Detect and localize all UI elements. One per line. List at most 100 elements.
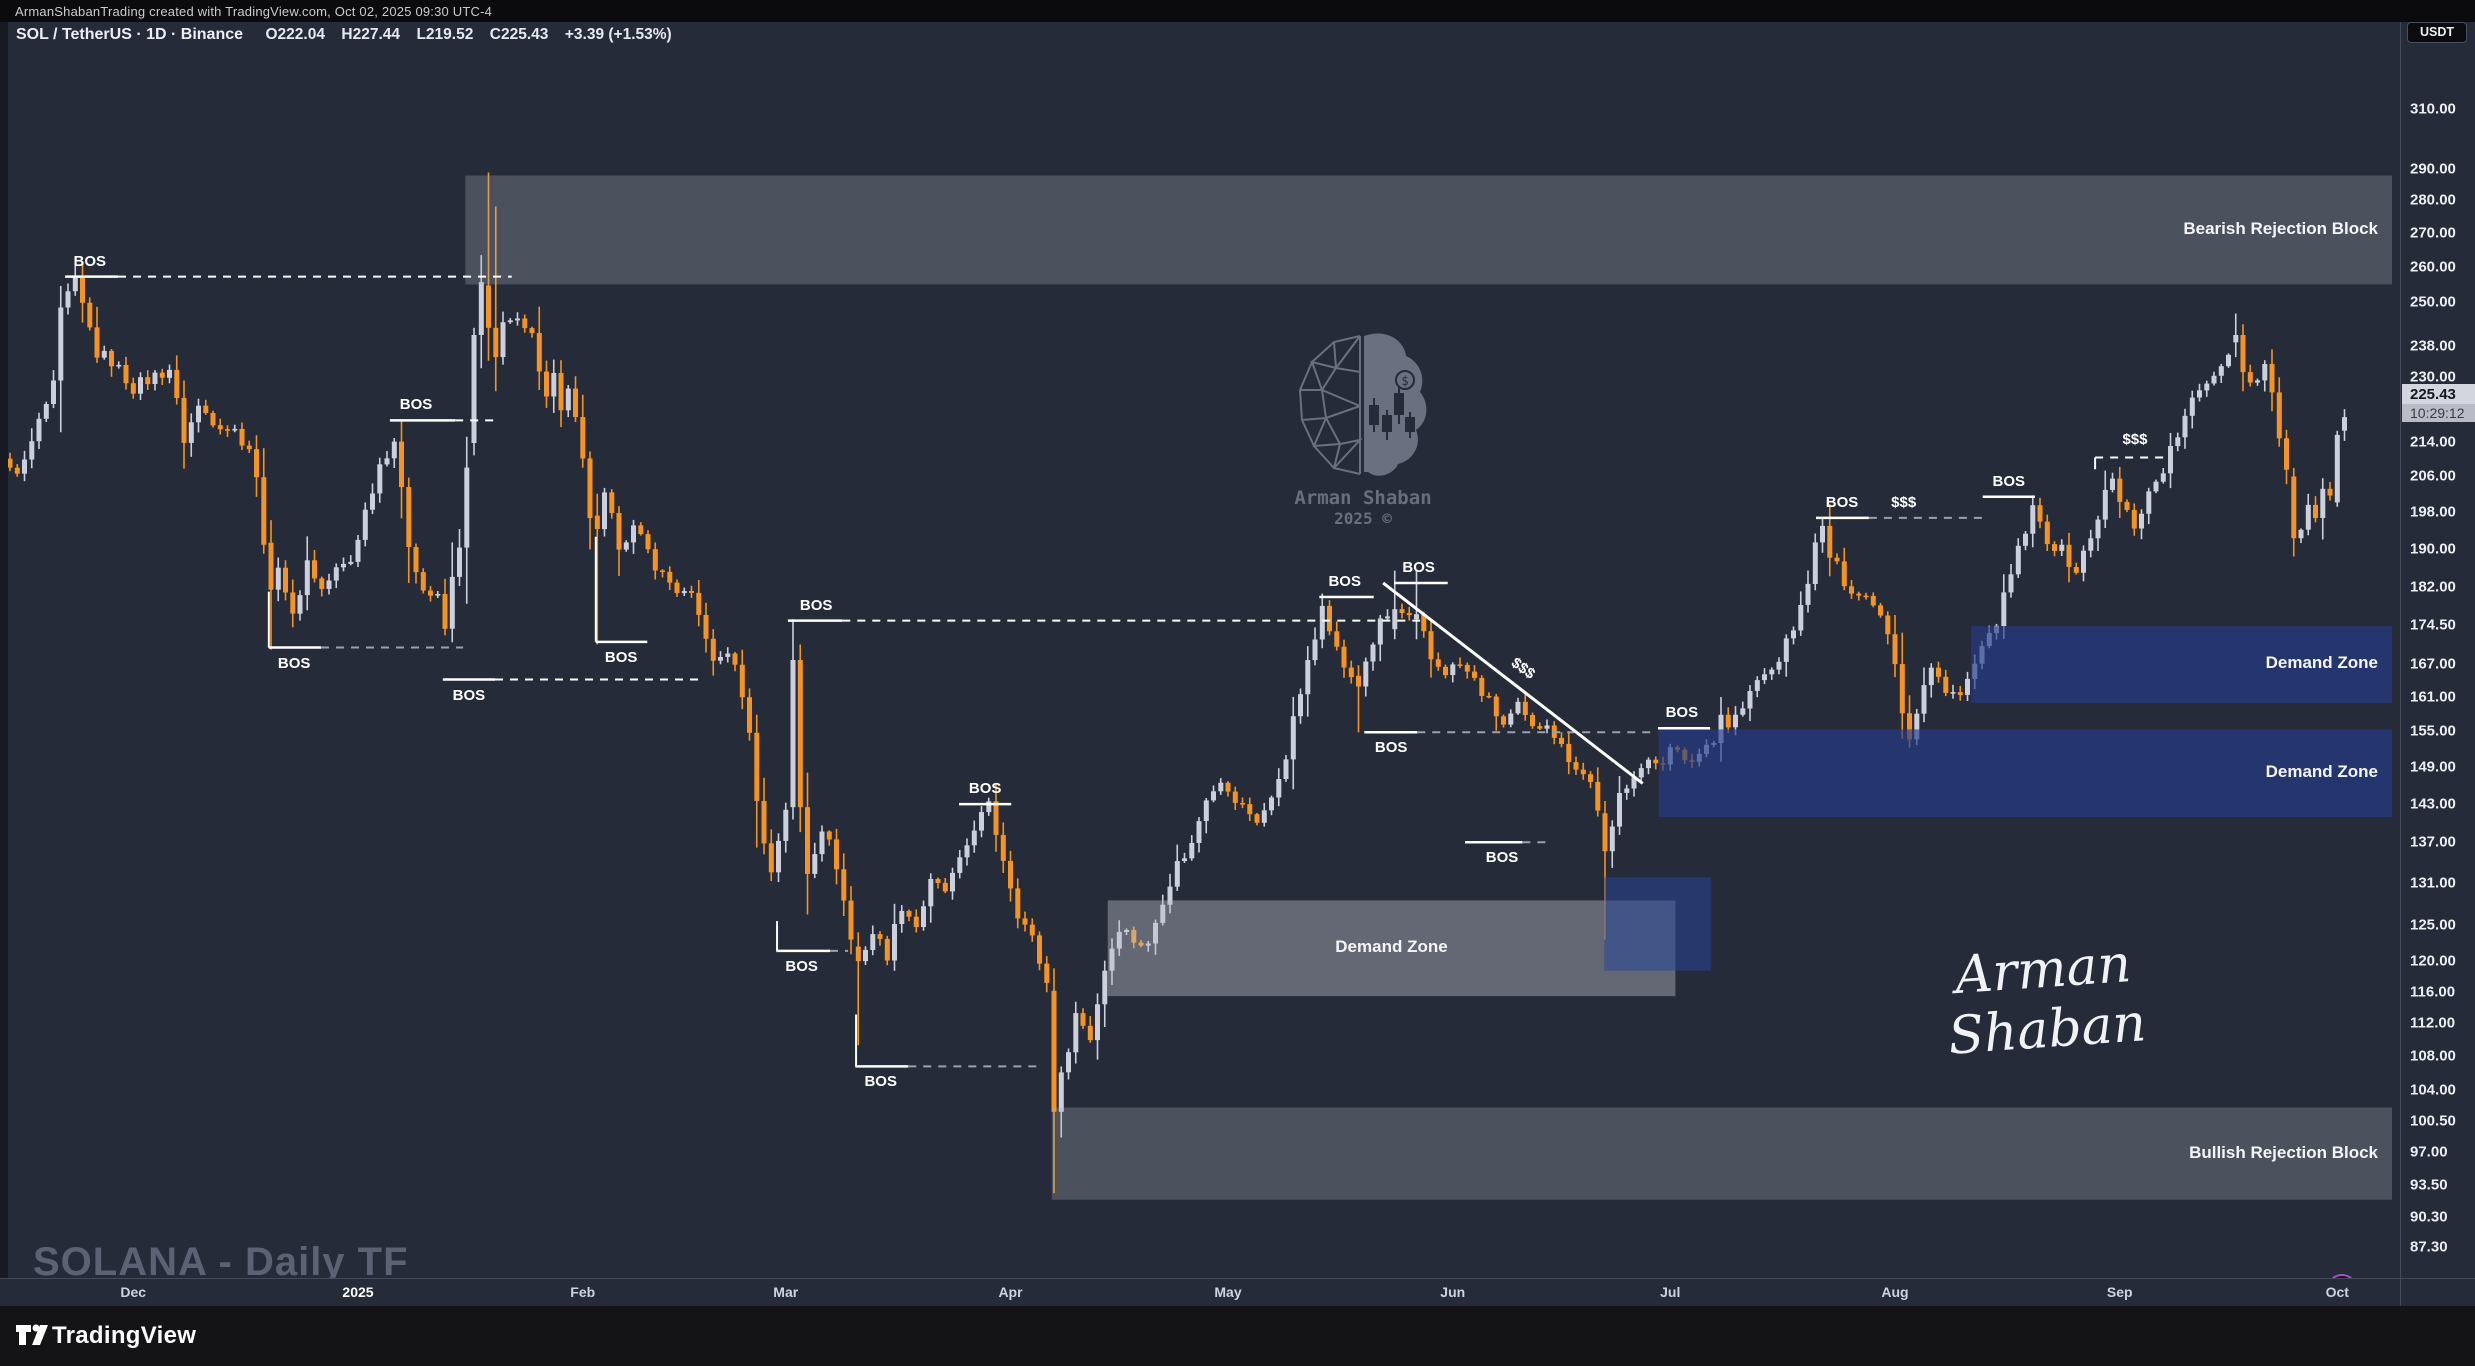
money-label-1[interactable]: $$$ <box>2122 431 2148 449</box>
time-axis[interactable]: Dec 2025 Feb Mar Apr May Jun Jul Aug Sep Oct <box>0 1278 2475 1307</box>
attribution-bar: ArmanShabanTrading created with TradingV… <box>0 0 2475 22</box>
price-tick-155.00: 155.00 <box>2410 722 2456 740</box>
time-tick-Aug: Aug <box>1881 1284 1909 1300</box>
bos-label-8[interactable]: BOS <box>864 1073 897 1091</box>
time-tick-Dec: Dec <box>120 1284 147 1300</box>
last-price-tag: 225.43 10:29:12 <box>2402 384 2475 423</box>
bos-label-9[interactable]: BOS <box>1328 572 1361 590</box>
price-tick-120.00: 120.00 <box>2410 952 2456 970</box>
price-tick-137.00: 137.00 <box>2410 833 2456 851</box>
candlestick-canvas[interactable] <box>0 22 2400 1278</box>
price-tick-214.00: 214.00 <box>2410 433 2456 451</box>
demand-zone-april[interactable] <box>1107 900 1676 997</box>
price-tick-280.00: 280.00 <box>2410 191 2456 209</box>
structure-lines-group <box>65 275 2164 1068</box>
time-tick-Jul: Jul <box>1660 1284 1681 1300</box>
attribution-text: ArmanShabanTrading created with TradingV… <box>15 4 493 19</box>
price-tick-90.30: 90.30 <box>2410 1208 2448 1226</box>
bos-label-3[interactable]: BOS <box>452 686 486 704</box>
zones-group <box>465 175 2392 1200</box>
demand-zone-mid[interactable] <box>1658 729 2392 817</box>
price-tick-104.00: 104.00 <box>2410 1081 2456 1099</box>
price-tick-108.00: 108.00 <box>2410 1047 2456 1065</box>
bar-countdown: 10:29:12 <box>2402 404 2475 423</box>
price-tick-97.00: 97.00 <box>2410 1143 2448 1161</box>
bos-label-1[interactable]: BOS <box>399 396 433 414</box>
money-label-0[interactable]: $$$ <box>1891 494 1917 512</box>
brand-name: Arman Shaban <box>1294 487 1432 509</box>
price-tick-149.00: 149.00 <box>2410 758 2456 776</box>
demand-zone-upper[interactable] <box>1971 626 2392 703</box>
bos-label-13[interactable]: BOS <box>1485 849 1519 867</box>
price-tick-250.00: 250.00 <box>2410 293 2456 311</box>
brain-dollar-coin: $ <box>1401 374 1408 388</box>
bos-label-10[interactable]: BOS <box>1402 558 1435 576</box>
bos-label-0[interactable]: BOS <box>73 252 107 270</box>
brand-year: 2025 © <box>1334 509 1392 528</box>
price-tick-310.00: 310.00 <box>2410 100 2456 118</box>
bos-label-6[interactable]: BOS <box>968 780 1002 798</box>
price-axis[interactable]: USDT 310.00 290.00 280.00 270.00 260.00 250.0… <box>2400 22 2475 1278</box>
price-tick-87.30: 87.30 <box>2410 1238 2448 1256</box>
currency-toggle-badge[interactable]: USDT <box>2407 22 2467 43</box>
bos-label-2[interactable]: BOS <box>277 654 311 672</box>
price-tick-198.00: 198.00 <box>2410 503 2456 521</box>
price-tick-100.50: 100.50 <box>2410 1112 2456 1130</box>
ohlc-change: +3.39 (+1.53%) <box>564 26 672 43</box>
time-tick-2025: 2025 <box>342 1284 374 1300</box>
chart-left-gutter <box>0 22 8 1278</box>
zone-label-demand-zone-april[interactable]: Demand Zone <box>1335 937 1448 957</box>
ohlc-low: L219.52 <box>416 26 474 43</box>
candles-group <box>7 172 2347 1194</box>
bos-label-15[interactable]: BOS <box>1992 472 2026 490</box>
brain-logo-icon: $ <box>1298 333 1427 476</box>
price-tick-167.00: 167.00 <box>2410 655 2456 673</box>
ohlc-close: C225.43 <box>489 26 549 43</box>
tradingview-wordmark[interactable]: TradingView <box>52 1322 197 1349</box>
bos-label-5[interactable]: BOS <box>799 596 833 614</box>
price-tick-182.00: 182.00 <box>2410 578 2456 596</box>
price-tick-206.00: 206.00 <box>2410 467 2456 485</box>
time-tick-Oct: Oct <box>2325 1284 2349 1300</box>
bos-label-4[interactable]: BOS <box>604 648 638 666</box>
ohlc-open: O222.04 <box>265 26 325 43</box>
bos-label-14[interactable]: BOS <box>1825 493 1859 511</box>
symbol-title[interactable]: SOL / TetherUS · 1D · Binance <box>16 26 244 43</box>
price-tick-112.00: 112.00 <box>2410 1014 2456 1032</box>
price-tick-143.00: 143.00 <box>2410 795 2456 813</box>
zone-label-demand-zone-mid[interactable]: Demand Zone <box>2265 762 2378 782</box>
axis-corner-divider <box>2400 1279 2401 1307</box>
brain-right-half: $ <box>1364 333 1427 476</box>
zone-label-demand-zone-upper[interactable]: Demand Zone <box>2265 653 2378 673</box>
bearish-rejection-block[interactable] <box>465 175 2392 285</box>
chart-pane[interactable]: SOL / TetherUS · 1D · Binance O222.04 H2… <box>0 22 2400 1278</box>
price-tick-161.00: 161.00 <box>2410 688 2456 706</box>
time-tick-Sep: Sep <box>2106 1284 2133 1300</box>
tradingview-logo-icon[interactable] <box>15 1320 49 1350</box>
price-tick-116.00: 116.00 <box>2410 983 2456 1001</box>
time-tick-Feb: Feb <box>570 1284 596 1300</box>
price-tick-174.50: 174.50 <box>2410 616 2456 634</box>
price-tick-270.00: 270.00 <box>2410 224 2456 242</box>
time-tick-Mar: Mar <box>773 1284 799 1300</box>
downtrend-line[interactable] <box>1382 581 1644 785</box>
zone-label-bullish-rejection-block[interactable]: Bullish Rejection Block <box>2189 1142 2378 1162</box>
bos-label-11[interactable]: BOS <box>1374 739 1408 757</box>
price-tick-131.00: 131.00 <box>2410 874 2456 891</box>
last-price-value: 225.43 <box>2402 384 2475 405</box>
demand-zone-june[interactable] <box>1604 877 1711 971</box>
bos-label-7[interactable]: BOS <box>785 957 818 975</box>
price-tick-260.00: 260.00 <box>2410 258 2456 276</box>
signature-watermark: Arman Shaban <box>1946 933 2148 1067</box>
time-tick-Jun: Jun <box>1440 1284 1466 1300</box>
price-tick-290.00: 290.00 <box>2410 160 2456 178</box>
symbol-row: SOL / TetherUS · 1D · Binance O222.04 H2… <box>16 26 684 44</box>
brand-watermark: $ Arman Shaban 2025 © <box>1288 328 1438 528</box>
price-tick-93.50: 93.50 <box>2410 1176 2448 1194</box>
tradingview-footer: TradingView <box>0 1306 2475 1366</box>
brain-left-mesh <box>1298 335 1363 475</box>
bullish-rejection-block[interactable] <box>1051 1107 2392 1200</box>
zone-label-bearish-rejection-block[interactable]: Bearish Rejection Block <box>2183 219 2378 238</box>
bos-label-12[interactable]: BOS <box>1665 704 1699 722</box>
